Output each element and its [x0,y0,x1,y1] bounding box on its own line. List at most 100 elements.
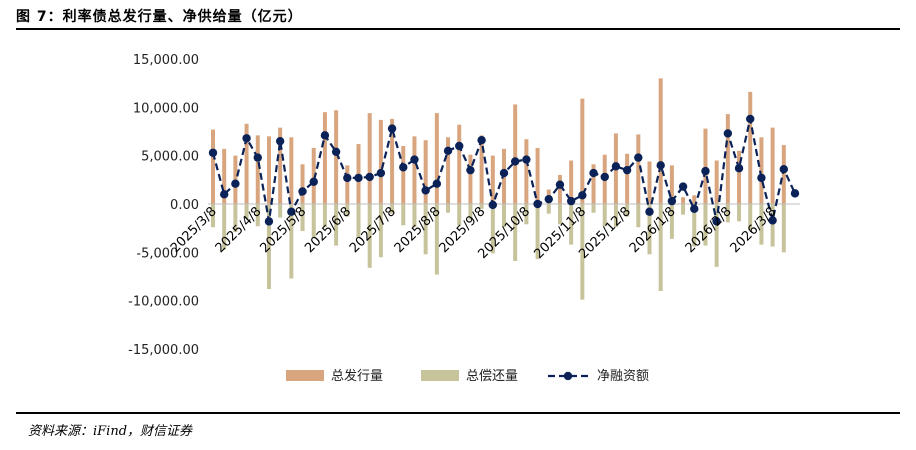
issue-bar [334,110,339,204]
repay-bar [356,204,361,238]
repay-bar [479,204,484,209]
issue-bar [322,112,327,204]
repay-bar [524,204,529,225]
net-point [555,180,565,189]
net-point [399,163,408,172]
net-point [354,173,363,183]
repay-bar [233,204,238,233]
repay-bar [658,204,663,291]
legend-label-issue: 总发行量 [331,368,383,384]
net-point [208,148,218,157]
repay-bar [211,204,215,228]
issue-bar [401,146,406,204]
repay-bar [625,204,630,217]
issue-bar [446,137,451,204]
repay-bar [647,204,652,255]
net-point [634,153,643,162]
repay-bar [502,204,506,228]
chart: 15,000.00 10,000.00 5,000.00 0.00 -5,000.00 -… [128,53,800,384]
repay-bar [367,204,372,268]
net-point [376,168,386,178]
repay-bar [345,204,350,217]
net-point [477,136,486,145]
repay-bar [423,204,428,255]
issue-bar [725,114,730,204]
net-point [522,155,531,164]
source-note: 资料来源：iFind，财信证券 [28,424,193,439]
repay-bar [535,204,540,260]
net-point [712,217,721,226]
repay-bar [378,204,383,258]
x-tick-label: 2025/6/8 [302,204,354,256]
y-tick-label: -15,000.00 [128,343,199,358]
issue-bar [390,118,395,204]
repay-bar [490,204,495,254]
repay-bar [546,204,551,214]
issue-bar [479,135,484,204]
repay-bar [580,204,585,300]
issue-bar [524,139,529,204]
net-point [790,189,800,198]
legend: 总发行量 总偿还量 净融资额 [286,368,649,384]
repay-bar [322,204,327,228]
repay-bar [669,204,674,239]
x-axis-ticks: 2025/3/82025/4/82025/5/82025/6/82025/7/8… [168,204,780,262]
net-point [242,134,251,143]
net-point [219,190,229,199]
repay-bar [513,204,518,262]
issue-bar [468,154,473,204]
x-tick-label: 2025/4/8 [213,204,265,256]
net-point [690,204,699,214]
net-point [432,179,442,188]
net-point [365,172,374,182]
issue-bar [289,137,294,204]
repay-bar [300,204,305,232]
legend-swatch-issue [286,370,324,381]
repay-bar [692,204,697,247]
net-point [757,173,766,183]
legend-swatch-repay [421,370,459,381]
issue-bar [490,155,495,204]
legend-label-net: 净融资额 [597,369,649,384]
repay-bar [278,204,283,218]
net-point [510,157,520,166]
net-point [287,207,296,216]
net-point [589,168,598,178]
repay-bar [737,204,742,222]
figure-title: 图 7：利率债总发行量、净供给量（亿元） [16,9,303,25]
repay-bar [569,204,574,245]
net-point [734,164,744,173]
issue-bar [781,145,786,204]
repay-bar [602,204,607,227]
net-point [622,165,632,175]
net-line [208,114,800,226]
repay-bar [636,204,641,228]
issue-bar [658,78,663,204]
issue-bar [681,197,686,204]
net-point [533,199,542,209]
repay-bar [591,204,596,213]
x-tick-label: 2026/2/8 [683,204,735,256]
repay-bar [748,204,753,231]
issue-bar [669,165,674,204]
issue-bar [345,165,350,204]
net-point [578,191,587,200]
issue-bar [580,98,585,204]
net-point [443,146,453,156]
repay-bar [334,204,339,246]
repay-bar [759,204,764,245]
issue-bar [759,137,764,204]
x-tick-label: 2025/7/8 [347,204,399,256]
repay-bar [770,204,775,247]
repay-bar [289,204,294,279]
net-point [600,172,609,182]
net-point [779,165,789,174]
repay-bar [714,204,719,267]
net-point [499,168,509,178]
y-tick-label: -10,000.00 [128,295,199,310]
issue-bar [412,136,417,204]
net-point [678,182,688,191]
net-point [656,161,665,170]
issue-bar [770,127,775,204]
bottom-rule [16,412,900,414]
